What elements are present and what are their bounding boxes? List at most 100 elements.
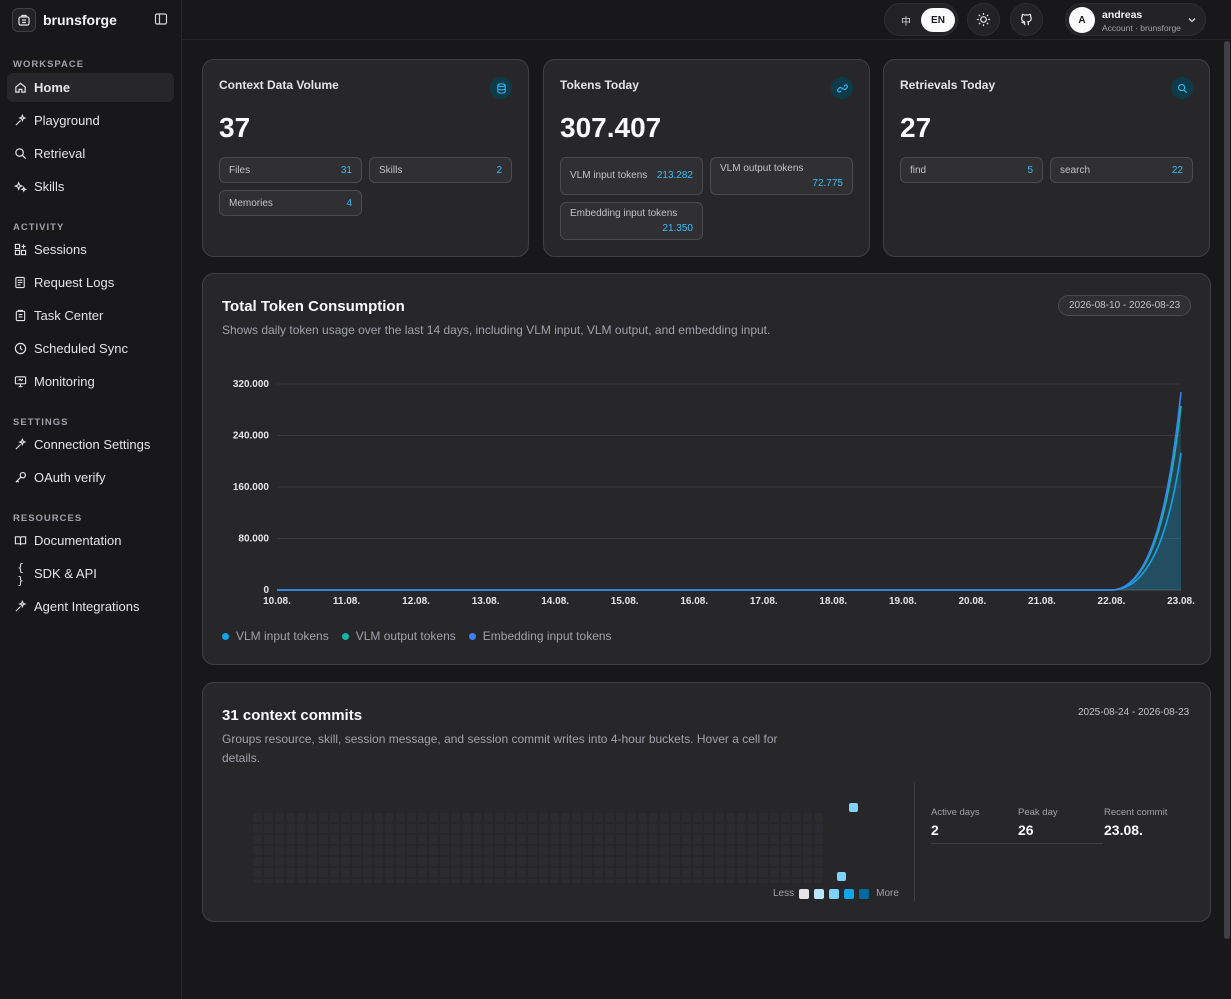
heatmap-cell[interactable] xyxy=(517,879,526,883)
heatmap-cell[interactable] xyxy=(352,846,361,855)
heatmap-cell[interactable] xyxy=(385,824,394,833)
heatmap-cell[interactable] xyxy=(330,824,339,833)
heatmap-cell[interactable] xyxy=(396,857,405,866)
heatmap-cell[interactable] xyxy=(814,813,823,822)
heatmap-cell[interactable] xyxy=(352,868,361,877)
sidebar-item-oauth-verify[interactable]: OAuth verify xyxy=(7,463,174,492)
heatmap-cell[interactable] xyxy=(671,868,680,877)
heatmap-cell[interactable] xyxy=(616,835,625,844)
heatmap-cell[interactable] xyxy=(704,857,713,866)
heatmap-cell[interactable] xyxy=(308,868,317,877)
heatmap-cell[interactable] xyxy=(704,879,713,883)
heatmap-cell[interactable] xyxy=(627,868,636,877)
heatmap-cell[interactable] xyxy=(363,846,372,855)
heatmap-cell[interactable] xyxy=(539,846,548,855)
legend-item-embedding-input[interactable]: Embedding input tokens xyxy=(468,629,612,643)
heatmap-cell[interactable] xyxy=(473,846,482,855)
heatmap-cell[interactable] xyxy=(440,846,449,855)
heatmap-cell[interactable] xyxy=(682,846,691,855)
heatmap-cell[interactable] xyxy=(330,846,339,855)
heatmap-cell[interactable] xyxy=(484,846,493,855)
heatmap-cell[interactable] xyxy=(594,846,603,855)
heatmap-cell[interactable] xyxy=(693,813,702,822)
heatmap-cell[interactable] xyxy=(297,857,306,866)
heatmap-cell[interactable] xyxy=(759,879,768,883)
heatmap-cell[interactable] xyxy=(451,879,460,883)
heatmap-cell[interactable] xyxy=(341,813,350,822)
heatmap-cell[interactable] xyxy=(616,824,625,833)
heatmap-cell[interactable] xyxy=(451,868,460,877)
heatmap-cell[interactable] xyxy=(561,813,570,822)
heatmap-cell[interactable] xyxy=(616,868,625,877)
heatmap-cell[interactable] xyxy=(264,879,273,883)
heatmap-cell[interactable] xyxy=(484,857,493,866)
heatmap-cell[interactable] xyxy=(407,846,416,855)
heatmap-cell[interactable] xyxy=(605,857,614,866)
heatmap-cell[interactable] xyxy=(319,846,328,855)
heatmap-cell[interactable] xyxy=(440,857,449,866)
heatmap-cell[interactable] xyxy=(374,813,383,822)
heatmap-cell[interactable] xyxy=(660,846,669,855)
heatmap-cell[interactable] xyxy=(341,857,350,866)
heatmap-cell[interactable] xyxy=(781,868,790,877)
heatmap-cell[interactable] xyxy=(286,879,295,883)
heatmap-cell[interactable] xyxy=(319,835,328,844)
heatmap-cell[interactable] xyxy=(396,824,405,833)
heatmap-cell[interactable] xyxy=(506,857,515,866)
heatmap-cell[interactable] xyxy=(726,879,735,883)
heatmap-cell[interactable] xyxy=(550,857,559,866)
heatmap-cell[interactable] xyxy=(484,813,493,822)
heatmap-cell[interactable] xyxy=(803,868,812,877)
heatmap-cell[interactable] xyxy=(770,835,779,844)
heatmap-cell[interactable] xyxy=(506,846,515,855)
language-switch[interactable]: 中 EN xyxy=(884,3,958,36)
heatmap-cell[interactable] xyxy=(781,857,790,866)
heatmap-cell[interactable] xyxy=(715,868,724,877)
heatmap-cell[interactable] xyxy=(462,824,471,833)
heatmap-cell[interactable] xyxy=(704,813,713,822)
heatmap-cell[interactable] xyxy=(781,846,790,855)
heatmap-cell[interactable] xyxy=(484,879,493,883)
heatmap-cell[interactable] xyxy=(671,824,680,833)
heatmap-cell[interactable] xyxy=(792,835,801,844)
heatmap-cell[interactable] xyxy=(363,835,372,844)
heatmap-cell[interactable] xyxy=(660,868,669,877)
heatmap-cell[interactable] xyxy=(418,846,427,855)
heatmap-cell[interactable] xyxy=(484,824,493,833)
heatmap-cell[interactable] xyxy=(374,857,383,866)
heatmap-cell[interactable] xyxy=(286,846,295,855)
heatmap-cell[interactable] xyxy=(407,868,416,877)
heatmap-cell[interactable] xyxy=(594,879,603,883)
heatmap-cell[interactable] xyxy=(638,824,647,833)
heatmap-cell[interactable] xyxy=(495,846,504,855)
heatmap-cell[interactable] xyxy=(792,857,801,866)
heatmap-cell[interactable] xyxy=(803,846,812,855)
heatmap-cell[interactable] xyxy=(638,835,647,844)
heatmap-cell[interactable] xyxy=(649,846,658,855)
heatmap-cell[interactable] xyxy=(330,857,339,866)
heatmap-cell[interactable] xyxy=(275,835,284,844)
sidebar-item-request-logs[interactable]: Request Logs xyxy=(7,268,174,297)
heatmap-cell[interactable] xyxy=(462,835,471,844)
heatmap-cell[interactable] xyxy=(660,824,669,833)
heatmap-cell[interactable] xyxy=(605,879,614,883)
heatmap-cell[interactable] xyxy=(814,857,823,866)
heatmap-cell[interactable] xyxy=(418,857,427,866)
heatmap-cell[interactable] xyxy=(275,824,284,833)
heatmap-cell[interactable] xyxy=(748,879,757,883)
heatmap-cell[interactable] xyxy=(693,868,702,877)
heatmap-cell[interactable] xyxy=(605,835,614,844)
heatmap-cell[interactable] xyxy=(770,857,779,866)
heatmap-cell[interactable] xyxy=(693,857,702,866)
heatmap-cell[interactable] xyxy=(539,824,548,833)
heatmap-cell[interactable] xyxy=(528,846,537,855)
heatmap-cell[interactable] xyxy=(539,857,548,866)
heatmap-cell[interactable] xyxy=(363,868,372,877)
heatmap-cell[interactable] xyxy=(352,813,361,822)
heatmap-cell[interactable] xyxy=(407,835,416,844)
heatmap-cell[interactable] xyxy=(792,813,801,822)
heatmap-cell[interactable] xyxy=(803,879,812,883)
heatmap-cell[interactable] xyxy=(693,846,702,855)
heatmap-cell[interactable] xyxy=(572,813,581,822)
heatmap-cell[interactable] xyxy=(583,813,592,822)
